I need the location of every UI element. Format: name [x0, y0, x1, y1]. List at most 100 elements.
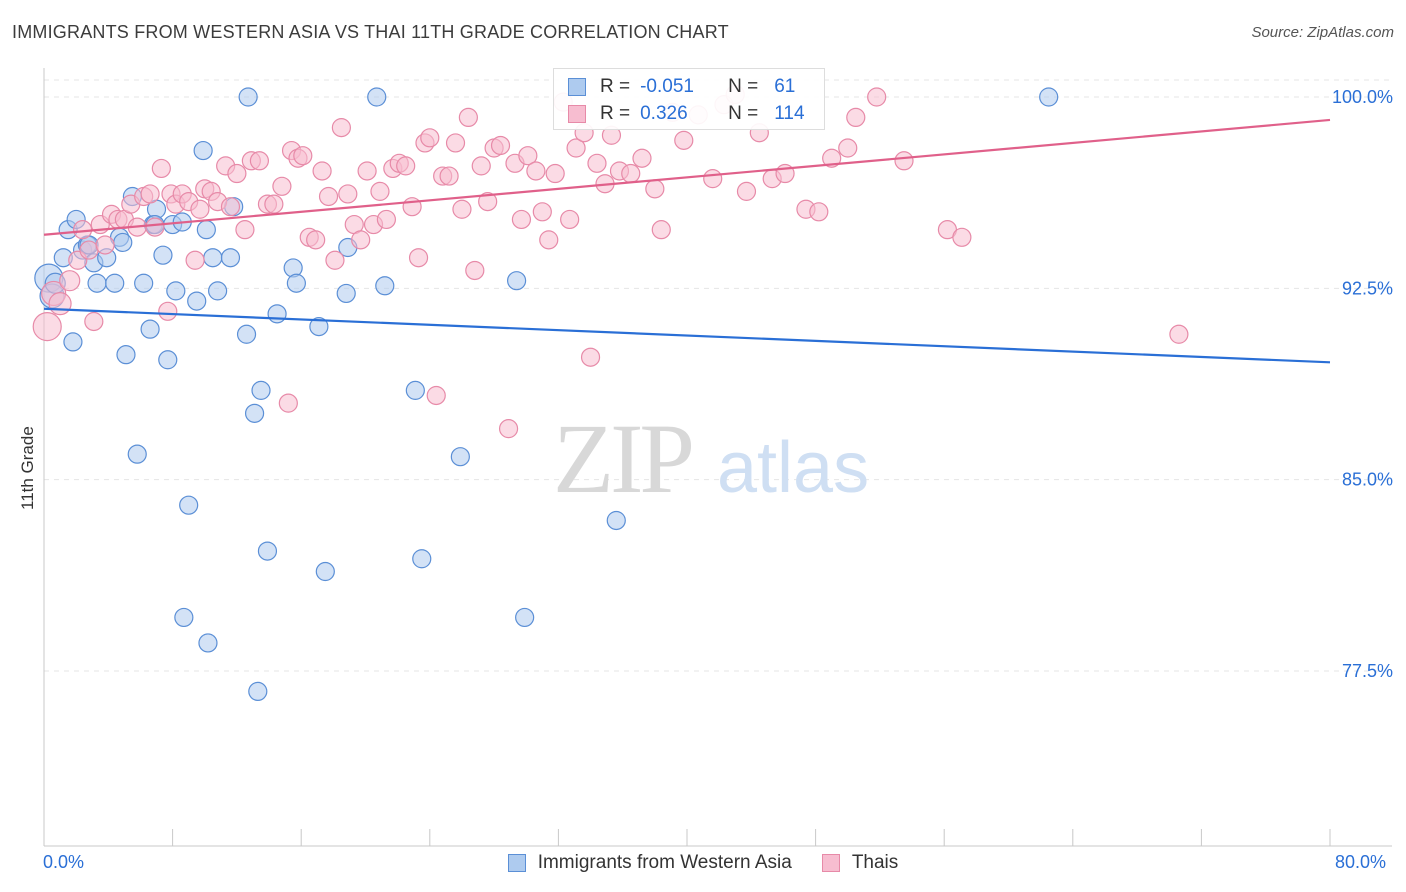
legend-row-immigrants: R = -0.051 N = 61: [568, 75, 795, 99]
data-point: [822, 148, 842, 168]
data-point: [507, 271, 527, 291]
data-point: [408, 248, 429, 268]
data-point: [174, 607, 194, 628]
data-point: [158, 350, 178, 370]
legend-swatch-pink: [568, 105, 586, 123]
data-point: [116, 345, 136, 365]
data-point: [286, 273, 306, 293]
data-point: [370, 181, 390, 201]
data-point: [257, 541, 278, 561]
data-point: [357, 161, 377, 181]
data-point: [309, 317, 329, 337]
data-point: [426, 385, 446, 406]
legend-swatch-blue: [568, 78, 586, 96]
data-point: [445, 133, 466, 153]
data-point: [1169, 324, 1189, 344]
data-point: [208, 281, 228, 301]
data-point: [185, 250, 205, 270]
data-point: [113, 232, 133, 253]
data-point: [439, 166, 459, 186]
data-point: [236, 324, 257, 344]
data-point: [193, 140, 213, 161]
legend-item-thais[interactable]: Thais: [821, 852, 899, 874]
data-point: [412, 549, 432, 569]
data-point: [48, 292, 72, 316]
data-point: [179, 495, 199, 515]
data-point: [560, 209, 580, 230]
data-point: [532, 202, 552, 222]
data-point: [566, 138, 586, 158]
data-point: [153, 245, 173, 265]
data-point: [220, 248, 241, 268]
data-point: [338, 184, 358, 204]
data-point: [867, 87, 887, 107]
trend-lines: [43, 118, 1331, 364]
data-point: [498, 419, 519, 439]
data-point: [587, 153, 607, 173]
data-point: [736, 181, 757, 201]
x-tick-label-max: 80.0%: [1335, 852, 1387, 872]
data-point: [127, 444, 147, 464]
legend-n-value: 61: [774, 76, 796, 97]
trend-line-immigrants: [43, 307, 1331, 364]
data-point: [312, 161, 332, 181]
data-point: [251, 380, 271, 400]
series-legend: Immigrants from Western Asia Thais: [0, 852, 1406, 874]
data-point: [63, 332, 83, 352]
data-point: [325, 250, 345, 270]
legend-r-value: 0.326: [640, 103, 688, 124]
y-tick-label: 92.5%: [1342, 278, 1393, 298]
data-point: [894, 151, 914, 171]
legend-item-immigrants[interactable]: Immigrants from Western Asia: [507, 852, 792, 874]
data-point: [526, 161, 546, 181]
legend-n-value: 114: [774, 103, 805, 124]
data-point: [140, 184, 160, 204]
data-point: [458, 107, 478, 128]
data-point: [87, 273, 107, 293]
data-point: [278, 393, 298, 413]
axes: [43, 68, 1392, 847]
data-point: [511, 209, 532, 230]
data-point: [134, 273, 154, 293]
chart-title: IMMIGRANTS FROM WESTERN ASIA VS THAI 11T…: [12, 22, 729, 42]
data-point: [621, 163, 641, 184]
data-point: [272, 176, 292, 196]
data-point: [651, 220, 671, 240]
y-tick-labels: 77.5% 85.0% 92.5% 100.0%: [1332, 87, 1393, 681]
data-point: [375, 276, 395, 296]
legend-swatch-pink: [821, 854, 840, 872]
series-thais-points: [32, 84, 1189, 439]
data-point: [227, 163, 247, 184]
data-point: [838, 138, 858, 158]
data-point: [315, 561, 335, 582]
data-point: [198, 633, 218, 653]
data-point: [244, 403, 265, 423]
data-point: [318, 186, 339, 207]
data-point: [331, 118, 351, 138]
data-point: [452, 199, 472, 219]
data-point: [336, 283, 356, 304]
data-point: [518, 146, 538, 166]
legend-swatch-blue: [507, 854, 526, 872]
legend-label: Thais: [851, 852, 899, 873]
legend-n-label: N =: [728, 76, 759, 97]
data-point: [703, 169, 723, 189]
data-point: [632, 148, 652, 168]
watermark-zip: ZIP: [553, 403, 691, 514]
data-point: [478, 191, 498, 212]
data-point: [846, 107, 866, 128]
data-point: [396, 156, 416, 176]
data-point: [84, 311, 104, 332]
data-point: [196, 220, 216, 240]
data-point: [79, 240, 99, 260]
y-tick-label: 77.5%: [1342, 661, 1393, 681]
data-point: [151, 158, 171, 179]
data-point: [674, 130, 694, 150]
data-point: [465, 260, 485, 281]
data-point: [190, 199, 210, 219]
legend-r-label: R =: [600, 103, 631, 124]
legend-label: Immigrants from Western Asia: [537, 852, 792, 873]
data-point: [367, 87, 387, 107]
data-point: [1039, 87, 1059, 107]
